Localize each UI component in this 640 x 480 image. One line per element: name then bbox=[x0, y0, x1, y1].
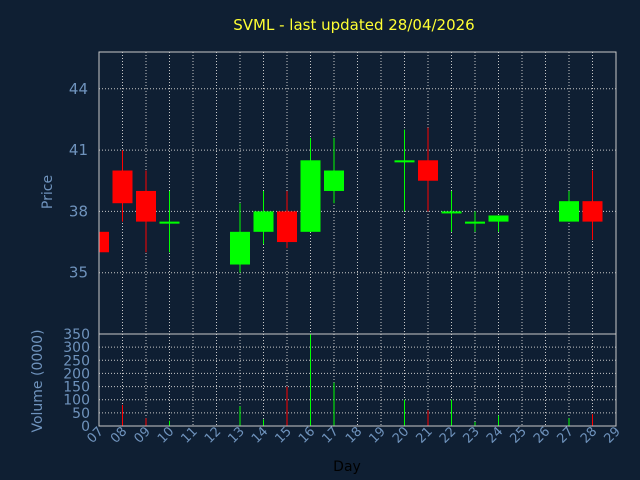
grid-layer bbox=[98, 52, 617, 427]
candle-body bbox=[418, 160, 438, 181]
x-tick-label: 17 bbox=[320, 424, 342, 446]
volume-tick-label: 300 bbox=[63, 340, 90, 356]
x-tick-label: 24 bbox=[484, 424, 506, 446]
x-tick-label: 09 bbox=[132, 424, 154, 446]
volume-axis-label: Volume (0000) bbox=[30, 329, 46, 432]
candles bbox=[98, 127, 603, 273]
candle-body bbox=[441, 211, 462, 214]
candle-body bbox=[324, 170, 344, 191]
x-tick-label: 20 bbox=[390, 424, 412, 446]
x-tick-label: 26 bbox=[531, 424, 553, 446]
price-tick-label: 44 bbox=[69, 80, 88, 98]
candle-body bbox=[488, 215, 509, 222]
x-tick-label: 08 bbox=[108, 424, 130, 446]
x-tick-label: 29 bbox=[602, 424, 624, 446]
x-tick-label: 23 bbox=[461, 424, 483, 446]
x-tick-label: 28 bbox=[578, 424, 600, 446]
x-tick-label: 27 bbox=[555, 424, 577, 446]
price-tick-label: 41 bbox=[69, 141, 88, 159]
x-tick-label: 25 bbox=[508, 424, 530, 446]
candle-body bbox=[230, 231, 250, 265]
candle-body bbox=[559, 201, 579, 222]
volume-tick-label: 0 bbox=[81, 419, 90, 435]
x-tick-label: 19 bbox=[367, 424, 389, 446]
price-tick-label: 35 bbox=[69, 264, 88, 282]
x-tick-label: 15 bbox=[273, 424, 295, 446]
x-tick-label: 11 bbox=[179, 424, 201, 446]
volume-tick-label: 150 bbox=[63, 380, 90, 396]
candle-body bbox=[465, 221, 485, 224]
volume-panel-frame bbox=[98, 333, 617, 427]
volume-tick-label: 200 bbox=[63, 366, 90, 382]
volume-tick-label: 100 bbox=[63, 393, 90, 409]
x-tick-label: 16 bbox=[296, 424, 318, 446]
volume-tick-label: 250 bbox=[63, 353, 90, 369]
x-tick-label: 13 bbox=[226, 424, 248, 446]
candle-body bbox=[582, 201, 603, 222]
candle-body bbox=[159, 221, 180, 224]
price-axis-label: Price bbox=[40, 175, 56, 209]
price-tick-label: 38 bbox=[69, 202, 88, 220]
volume-tick-label: 50 bbox=[72, 406, 90, 422]
candle-body bbox=[99, 231, 109, 253]
candle-body bbox=[277, 211, 297, 243]
candle-body bbox=[112, 170, 133, 204]
x-tick-label: 21 bbox=[414, 424, 436, 446]
x-tick-label: 18 bbox=[343, 424, 365, 446]
x-tick-label: 14 bbox=[249, 424, 271, 446]
chart-title: SVML - last updated 28/04/2026 bbox=[233, 16, 474, 34]
candle-body bbox=[253, 211, 274, 232]
candle-body bbox=[300, 160, 321, 232]
x-axis-label: Day bbox=[333, 459, 361, 475]
candle-body bbox=[394, 160, 415, 163]
x-tick-label: 10 bbox=[155, 424, 177, 446]
x-tick-label: 22 bbox=[437, 424, 459, 446]
volume-bars bbox=[122, 334, 593, 426]
volume-tick-label: 350 bbox=[63, 327, 90, 343]
x-tick-label: 12 bbox=[202, 424, 224, 446]
candle-body bbox=[136, 190, 156, 222]
